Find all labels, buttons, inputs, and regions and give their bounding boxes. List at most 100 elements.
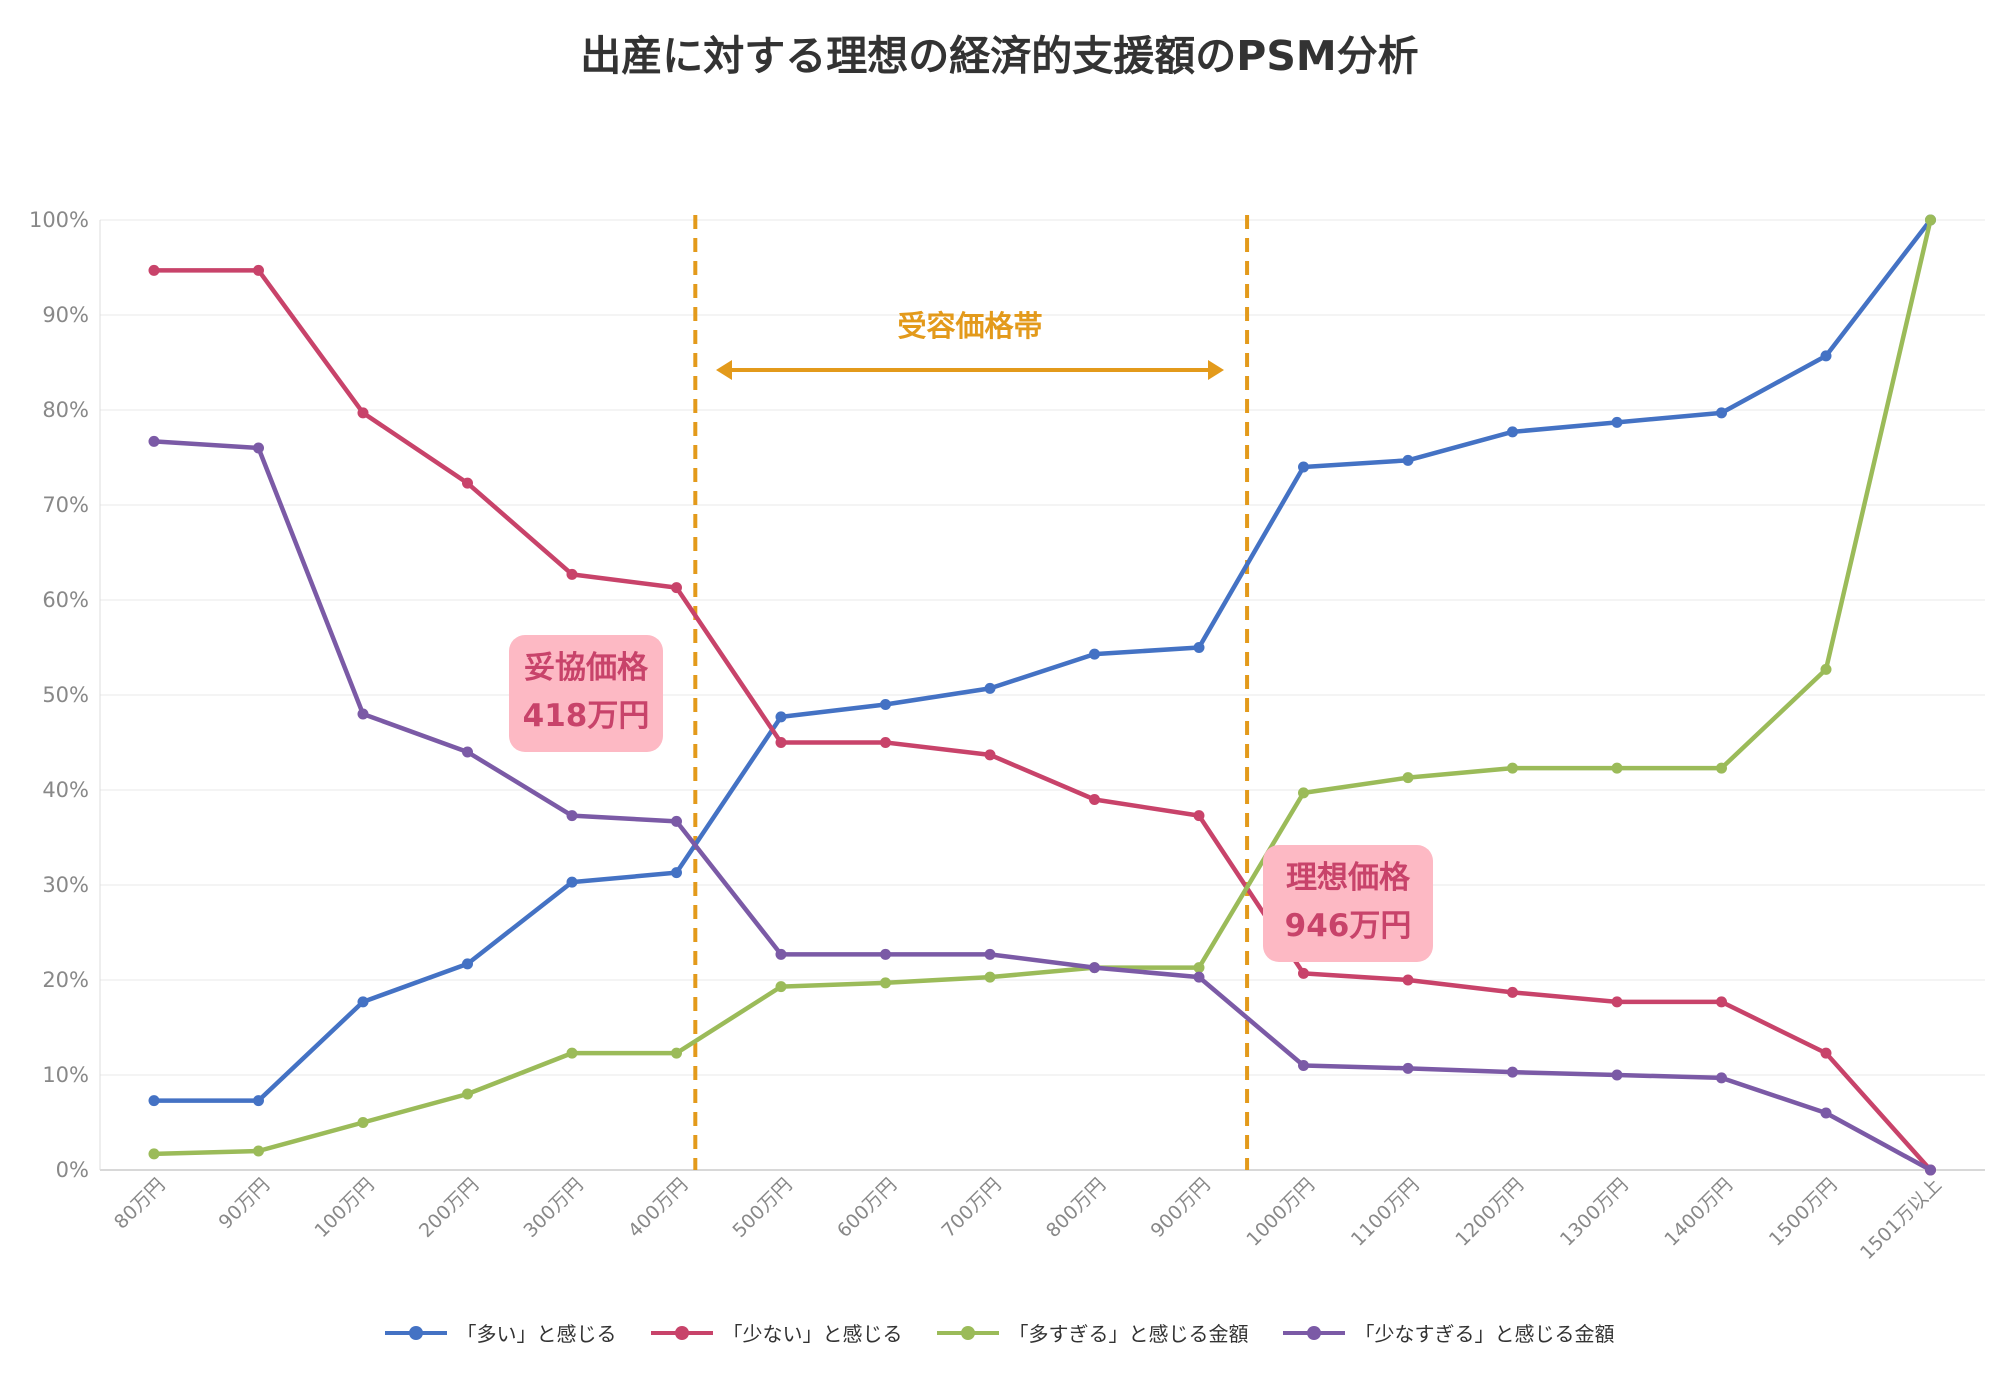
data-point	[775, 981, 787, 993]
legend: 「多い」と感じる 「少ない」と感じる 「多すぎる」と感じる金額 「少なすぎる」と感じる…	[0, 1318, 1999, 1347]
y-tick-label: 100%	[29, 208, 89, 232]
data-point	[671, 582, 682, 594]
data-point	[1716, 996, 1727, 1008]
x-tick-label: 1000万円	[1242, 1174, 1319, 1251]
data-point	[1820, 663, 1832, 675]
x-axis: 80万円 90万円 100万円 200万円 300万円 400万円 500万円 600万円 70…	[110, 1174, 1946, 1264]
y-tick-label: 30%	[42, 873, 89, 897]
x-tick-label: 1300万円	[1556, 1174, 1633, 1251]
legend-label: 「多い」と感じる	[456, 1322, 617, 1346]
data-point	[1089, 794, 1100, 805]
data-point	[357, 996, 369, 1008]
x-tick-label: 500万円	[728, 1174, 796, 1242]
x-tick-label: 700万円	[937, 1174, 1005, 1242]
data-point	[253, 442, 264, 454]
data-point	[1298, 967, 1309, 979]
data-point	[253, 1095, 264, 1107]
data-point	[671, 815, 682, 827]
data-point	[880, 699, 891, 710]
data-point	[1716, 407, 1727, 419]
data-point	[148, 435, 160, 447]
data-point	[1298, 461, 1309, 473]
data-point	[253, 264, 264, 276]
x-tick-label: 100万円	[310, 1174, 378, 1242]
data-point	[1402, 772, 1414, 784]
data-point	[880, 977, 891, 989]
band-arrow-right-head	[1208, 360, 1224, 380]
data-point	[357, 1117, 369, 1128]
x-tick-label: 300万円	[519, 1174, 587, 1242]
band-label: 受容価格帯	[897, 309, 1042, 343]
legend-label: 「少なすぎる」と感じる金額	[1354, 1322, 1615, 1346]
y-tick-label: 10%	[42, 1063, 89, 1087]
data-point	[1089, 648, 1100, 660]
data-point	[253, 1145, 264, 1157]
x-tick-label: 200万円	[415, 1174, 483, 1242]
data-point	[1507, 1066, 1518, 1078]
data-point	[148, 1148, 160, 1160]
data-point	[462, 746, 473, 758]
data-point	[880, 948, 891, 960]
legend-swatch	[384, 1325, 447, 1340]
compromise-price-label: 妥協価格	[524, 650, 648, 686]
data-point	[671, 1047, 682, 1059]
chart-title: 出産に対する理想の経済的支援額のPSM分析	[580, 32, 1419, 80]
ideal-price-value: 946万円	[1284, 908, 1412, 944]
x-tick-label: 90万円	[215, 1174, 275, 1234]
data-point	[1298, 1060, 1309, 1071]
legend-swatch	[650, 1325, 713, 1340]
data-point	[1507, 762, 1518, 774]
legend-item: 「少なすぎる」と感じる金額	[1282, 1318, 1615, 1347]
data-point	[357, 407, 369, 419]
data-point	[566, 876, 578, 888]
x-tick-label: 1500万円	[1765, 1174, 1842, 1251]
y-tick-label: 40%	[42, 778, 89, 802]
series	[148, 214, 1936, 1160]
x-tick-label: 600万円	[833, 1174, 901, 1242]
data-point	[1507, 426, 1518, 438]
data-point	[1507, 986, 1518, 998]
data-point	[462, 477, 473, 489]
data-point	[1820, 1107, 1832, 1119]
data-point	[566, 568, 578, 580]
data-point	[1716, 1072, 1727, 1084]
data-point	[1193, 971, 1205, 983]
legend-label: 「多すぎる」と感じる金額	[1008, 1322, 1249, 1346]
series-line	[154, 218, 1933, 1103]
y-tick-label: 60%	[42, 588, 89, 612]
data-point	[462, 1088, 473, 1100]
y-tick-label: 80%	[42, 398, 89, 422]
y-tick-label: 20%	[42, 968, 89, 992]
x-tick-label: 1501万以上	[1856, 1174, 1946, 1264]
ideal-price-label: 理想価格	[1286, 860, 1410, 896]
data-point	[566, 1047, 578, 1059]
data-point	[1089, 962, 1100, 974]
y-tick-label: 70%	[42, 493, 89, 517]
series	[148, 214, 1936, 1107]
compromise-price-callout: 妥協価格 418万円	[509, 635, 663, 752]
reference-lines	[693, 215, 1250, 1170]
legend-label: 「少ない」と感じる	[722, 1322, 903, 1346]
x-tick-label: 80万円	[110, 1174, 170, 1234]
y-tick-label: 0%	[56, 1158, 89, 1182]
data-point	[148, 264, 160, 276]
legend-item: 「多すぎる」と感じる金額	[936, 1318, 1249, 1347]
legend-swatch	[936, 1325, 999, 1340]
data-point	[775, 948, 787, 960]
x-tick-label: 400万円	[624, 1174, 692, 1242]
y-tick-label: 50%	[42, 683, 89, 707]
data-point	[1193, 962, 1205, 974]
data-point	[1611, 762, 1623, 774]
y-axis: 0% 10% 20% 30% 40% 50% 60% 70% 80% 90% 100%	[29, 208, 89, 1182]
series	[148, 264, 1936, 1176]
series-layer	[148, 214, 1936, 1176]
data-point	[775, 737, 787, 748]
series-line	[154, 268, 1933, 1172]
compromise-price-value: 418万円	[522, 698, 650, 734]
data-point	[984, 749, 996, 761]
data-point	[984, 682, 996, 694]
data-point	[880, 737, 891, 748]
data-point	[1611, 996, 1623, 1008]
data-point	[671, 867, 682, 879]
